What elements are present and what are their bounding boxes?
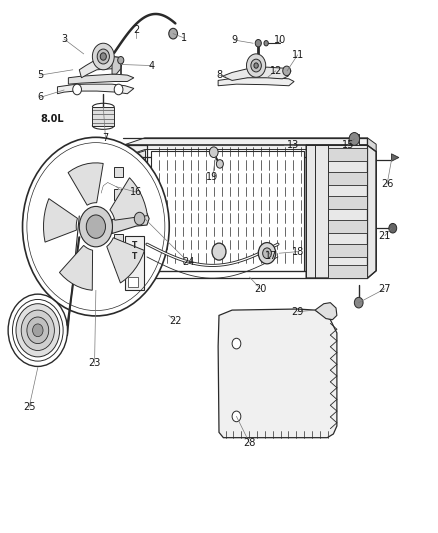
Text: 6: 6 xyxy=(37,92,43,102)
Circle shape xyxy=(247,54,266,77)
Polygon shape xyxy=(114,256,123,266)
Polygon shape xyxy=(367,138,376,266)
Text: 21: 21 xyxy=(379,231,391,241)
Polygon shape xyxy=(79,56,123,78)
Text: 23: 23 xyxy=(88,358,101,368)
Polygon shape xyxy=(43,199,78,242)
Circle shape xyxy=(354,297,363,308)
Text: 20: 20 xyxy=(254,284,267,294)
Text: 28: 28 xyxy=(244,438,256,448)
Circle shape xyxy=(169,28,177,39)
Text: 27: 27 xyxy=(379,284,391,294)
Circle shape xyxy=(12,300,63,361)
Text: 1: 1 xyxy=(181,33,187,43)
Circle shape xyxy=(251,59,261,72)
Text: 22: 22 xyxy=(169,316,182,326)
Polygon shape xyxy=(107,238,145,283)
Circle shape xyxy=(258,243,276,264)
Polygon shape xyxy=(68,74,134,84)
Circle shape xyxy=(97,49,110,64)
Circle shape xyxy=(134,212,145,225)
Circle shape xyxy=(209,147,218,158)
Polygon shape xyxy=(223,67,291,80)
Text: 16: 16 xyxy=(130,187,142,197)
Circle shape xyxy=(16,304,60,357)
Polygon shape xyxy=(328,244,367,257)
Polygon shape xyxy=(328,265,367,278)
Polygon shape xyxy=(123,138,367,157)
Text: 2: 2 xyxy=(133,25,139,35)
Text: 4: 4 xyxy=(148,61,154,70)
Circle shape xyxy=(255,39,261,47)
Polygon shape xyxy=(60,245,92,290)
Bar xyxy=(151,151,304,271)
Circle shape xyxy=(79,206,113,247)
Circle shape xyxy=(114,84,123,95)
Polygon shape xyxy=(57,84,134,94)
Polygon shape xyxy=(218,77,294,86)
Text: T: T xyxy=(131,241,137,250)
Polygon shape xyxy=(218,309,337,438)
Circle shape xyxy=(86,215,106,238)
Circle shape xyxy=(212,243,226,260)
Text: 7: 7 xyxy=(102,133,109,143)
Circle shape xyxy=(283,66,290,76)
Text: 13: 13 xyxy=(287,140,299,150)
Text: T: T xyxy=(131,253,137,261)
Text: 18: 18 xyxy=(291,247,304,256)
Polygon shape xyxy=(114,189,123,199)
Polygon shape xyxy=(114,211,123,222)
Circle shape xyxy=(216,160,223,168)
Circle shape xyxy=(8,294,67,367)
Polygon shape xyxy=(112,56,121,74)
Text: 8: 8 xyxy=(216,70,222,80)
Polygon shape xyxy=(328,220,367,233)
Circle shape xyxy=(232,411,241,422)
Polygon shape xyxy=(315,303,337,320)
Polygon shape xyxy=(328,196,367,209)
Circle shape xyxy=(100,53,106,60)
Text: 25: 25 xyxy=(23,402,35,413)
Text: 5: 5 xyxy=(37,70,43,80)
Text: 19: 19 xyxy=(206,172,219,182)
Text: 3: 3 xyxy=(61,34,67,44)
Circle shape xyxy=(92,43,114,70)
Circle shape xyxy=(263,248,272,259)
Polygon shape xyxy=(306,146,376,278)
Text: 8.0L: 8.0L xyxy=(40,114,64,124)
Text: 9: 9 xyxy=(231,35,237,45)
Text: 29: 29 xyxy=(291,306,304,317)
Circle shape xyxy=(22,138,169,316)
Circle shape xyxy=(349,133,360,146)
Text: 10: 10 xyxy=(274,35,286,45)
Circle shape xyxy=(264,41,268,46)
Polygon shape xyxy=(328,149,367,161)
Text: 12: 12 xyxy=(269,66,282,76)
Polygon shape xyxy=(328,172,367,185)
Polygon shape xyxy=(123,150,145,278)
Text: 11: 11 xyxy=(291,50,304,60)
Circle shape xyxy=(21,310,54,351)
Polygon shape xyxy=(68,163,103,205)
Polygon shape xyxy=(350,134,359,146)
Circle shape xyxy=(27,317,49,344)
Circle shape xyxy=(118,56,124,64)
Polygon shape xyxy=(110,177,148,220)
Polygon shape xyxy=(92,107,114,126)
Circle shape xyxy=(32,324,43,337)
Circle shape xyxy=(254,63,258,68)
Circle shape xyxy=(389,223,397,233)
Circle shape xyxy=(73,84,81,95)
Text: 17: 17 xyxy=(265,251,278,261)
Polygon shape xyxy=(112,212,149,233)
Polygon shape xyxy=(125,236,144,290)
Text: 15: 15 xyxy=(342,140,354,150)
Bar xyxy=(128,277,138,287)
Circle shape xyxy=(232,338,241,349)
Text: 26: 26 xyxy=(381,179,393,189)
Polygon shape xyxy=(392,154,399,161)
Polygon shape xyxy=(114,166,123,177)
Polygon shape xyxy=(114,233,123,244)
Text: 24: 24 xyxy=(182,257,194,267)
